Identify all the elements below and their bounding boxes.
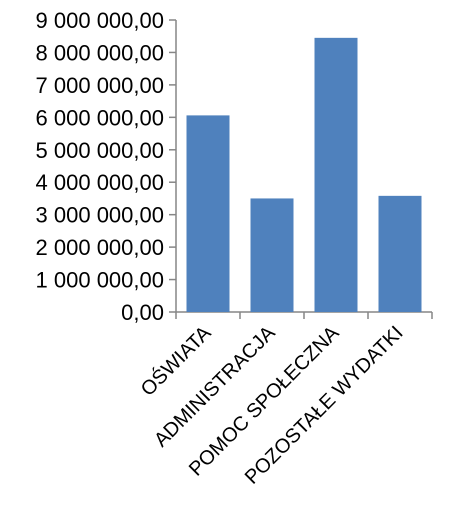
- category-label: ADMINISTRACJA: [150, 322, 280, 452]
- y-tick-label: 0,00: [121, 300, 164, 325]
- y-tick-label: 7 000 000,00: [36, 73, 164, 98]
- bar-4: [378, 195, 422, 312]
- y-tick-label: 9 000 000,00: [36, 8, 164, 33]
- x-axis: [175, 311, 433, 319]
- y-axis: 0,00 1 000 000,00 2 000 000,00 3 000 000,00…: [36, 8, 177, 325]
- bars: [186, 37, 422, 313]
- bar-1: [186, 115, 230, 313]
- bar-2: [250, 198, 294, 312]
- bar-3: [314, 37, 358, 312]
- y-tick-label: 3 000 000,00: [36, 203, 164, 228]
- y-tick-label: 2 000 000,00: [36, 235, 164, 260]
- y-tick-label: 5 000 000,00: [36, 138, 164, 163]
- y-tick-label: 8 000 000,00: [36, 40, 164, 65]
- y-tick-label: 1 000 000,00: [36, 268, 164, 293]
- y-tick-label: 6 000 000,00: [36, 105, 164, 130]
- y-tick-label: 4 000 000,00: [36, 170, 164, 195]
